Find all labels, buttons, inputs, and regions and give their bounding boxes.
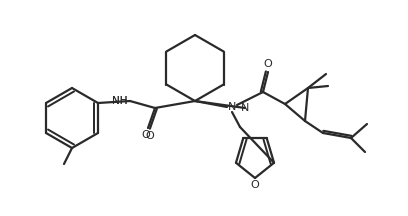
Text: O: O [142, 130, 151, 140]
Text: NH: NH [112, 96, 128, 106]
Text: O: O [146, 131, 154, 141]
Text: O: O [251, 180, 259, 190]
Text: NH: NH [112, 96, 128, 106]
Text: N: N [241, 103, 249, 113]
Text: O: O [264, 59, 273, 69]
Text: N: N [228, 102, 236, 112]
